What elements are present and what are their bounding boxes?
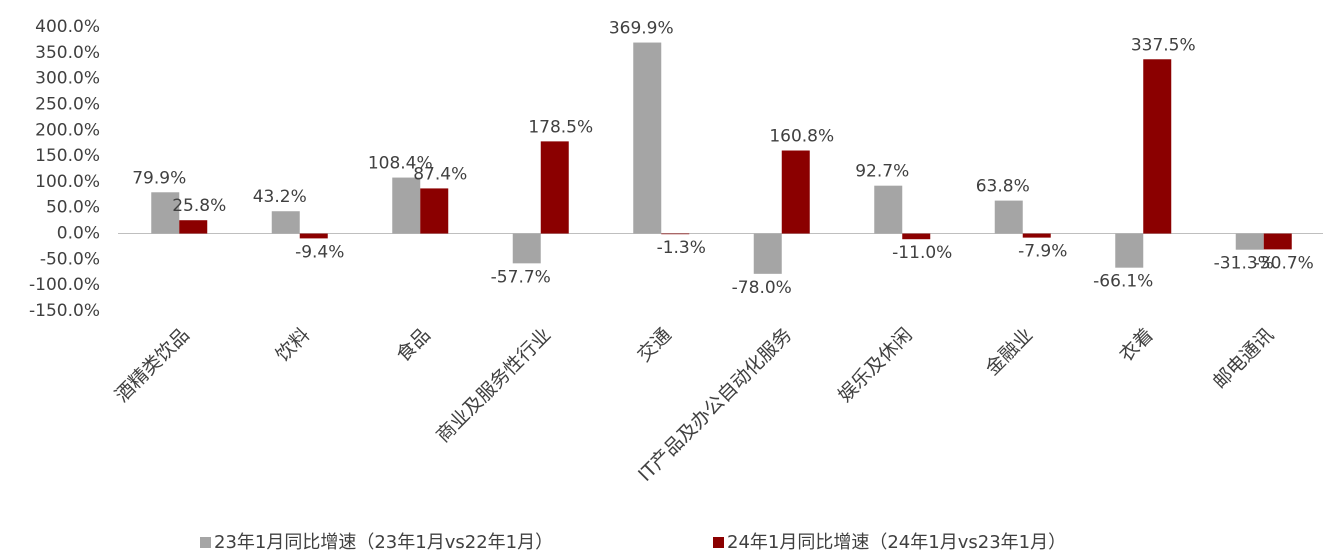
legend-label: 23年1月同比增速（23年1月vs22年1月）	[214, 532, 553, 553]
data-label: 79.9%	[132, 168, 186, 188]
data-label: -7.9%	[1018, 242, 1067, 262]
data-label: -31.3%	[1214, 254, 1274, 274]
bar	[1115, 233, 1144, 268]
bar	[1235, 233, 1264, 250]
bar	[1143, 59, 1172, 234]
y-tick-label: 400.0%	[35, 17, 100, 37]
data-label: 108.4%	[368, 154, 433, 174]
x-tick-label: 娱乐及休闲	[834, 324, 917, 407]
bar	[874, 185, 903, 234]
x-tick-label: 衣着	[1115, 324, 1157, 366]
legend-label: 24年1月同比增速（24年1月vs23年1月）	[727, 532, 1066, 553]
y-tick-label: 250.0%	[35, 94, 100, 114]
x-tick-label: 酒精类饮品	[111, 324, 194, 407]
bar	[994, 200, 1023, 234]
x-tick-label: 饮料	[272, 324, 314, 366]
data-label: -9.4%	[295, 242, 344, 262]
data-label: 63.8%	[976, 177, 1030, 197]
bar	[179, 220, 208, 234]
y-tick-label: 200.0%	[35, 120, 100, 140]
x-tick-label: 交通	[633, 324, 675, 366]
y-tick-label: 150.0%	[35, 146, 100, 166]
x-tick-label: 邮电通讯	[1209, 324, 1278, 393]
data-label: 43.2%	[253, 187, 307, 207]
y-tick-label: 50.0%	[46, 198, 100, 218]
bar	[420, 188, 449, 234]
legend-swatch	[200, 537, 211, 548]
data-label: -66.1%	[1093, 272, 1153, 292]
data-label: 369.9%	[609, 19, 674, 39]
bar	[753, 233, 782, 274]
bar	[271, 211, 300, 234]
data-label: -30.7%	[1254, 253, 1314, 273]
data-label: -1.3%	[657, 238, 706, 258]
y-tick-label: 100.0%	[35, 172, 100, 192]
bar	[661, 233, 690, 235]
bar	[151, 192, 180, 234]
bar	[781, 150, 810, 234]
data-label: 160.8%	[769, 127, 834, 147]
x-tick-label: 金融业	[981, 324, 1037, 380]
x-tick-label: 商业及服务性行业	[432, 324, 555, 447]
y-tick-label: 350.0%	[35, 43, 100, 63]
y-tick-label: 0.0%	[57, 224, 100, 244]
bar	[392, 177, 421, 234]
data-label: 87.4%	[413, 164, 467, 184]
data-label: -11.0%	[892, 243, 952, 263]
bar	[299, 233, 328, 239]
bar	[1263, 233, 1292, 250]
bar	[902, 233, 931, 240]
data-label: 25.8%	[172, 196, 226, 216]
bar	[633, 42, 662, 234]
y-tick-label: -150.0%	[29, 301, 100, 321]
y-tick-label: 300.0%	[35, 69, 100, 89]
bar	[1022, 233, 1051, 238]
y-tick-label: -100.0%	[29, 275, 100, 295]
data-label: 92.7%	[855, 162, 909, 182]
bar	[540, 141, 569, 234]
data-label: -78.0%	[732, 278, 792, 298]
data-label: 178.5%	[528, 117, 593, 137]
legend-swatch	[713, 537, 724, 548]
data-label: 337.5%	[1131, 35, 1196, 55]
data-label: -57.7%	[491, 267, 551, 287]
bar	[512, 233, 541, 264]
y-tick-label: -50.0%	[40, 249, 100, 269]
x-tick-label: 食品	[392, 324, 434, 366]
